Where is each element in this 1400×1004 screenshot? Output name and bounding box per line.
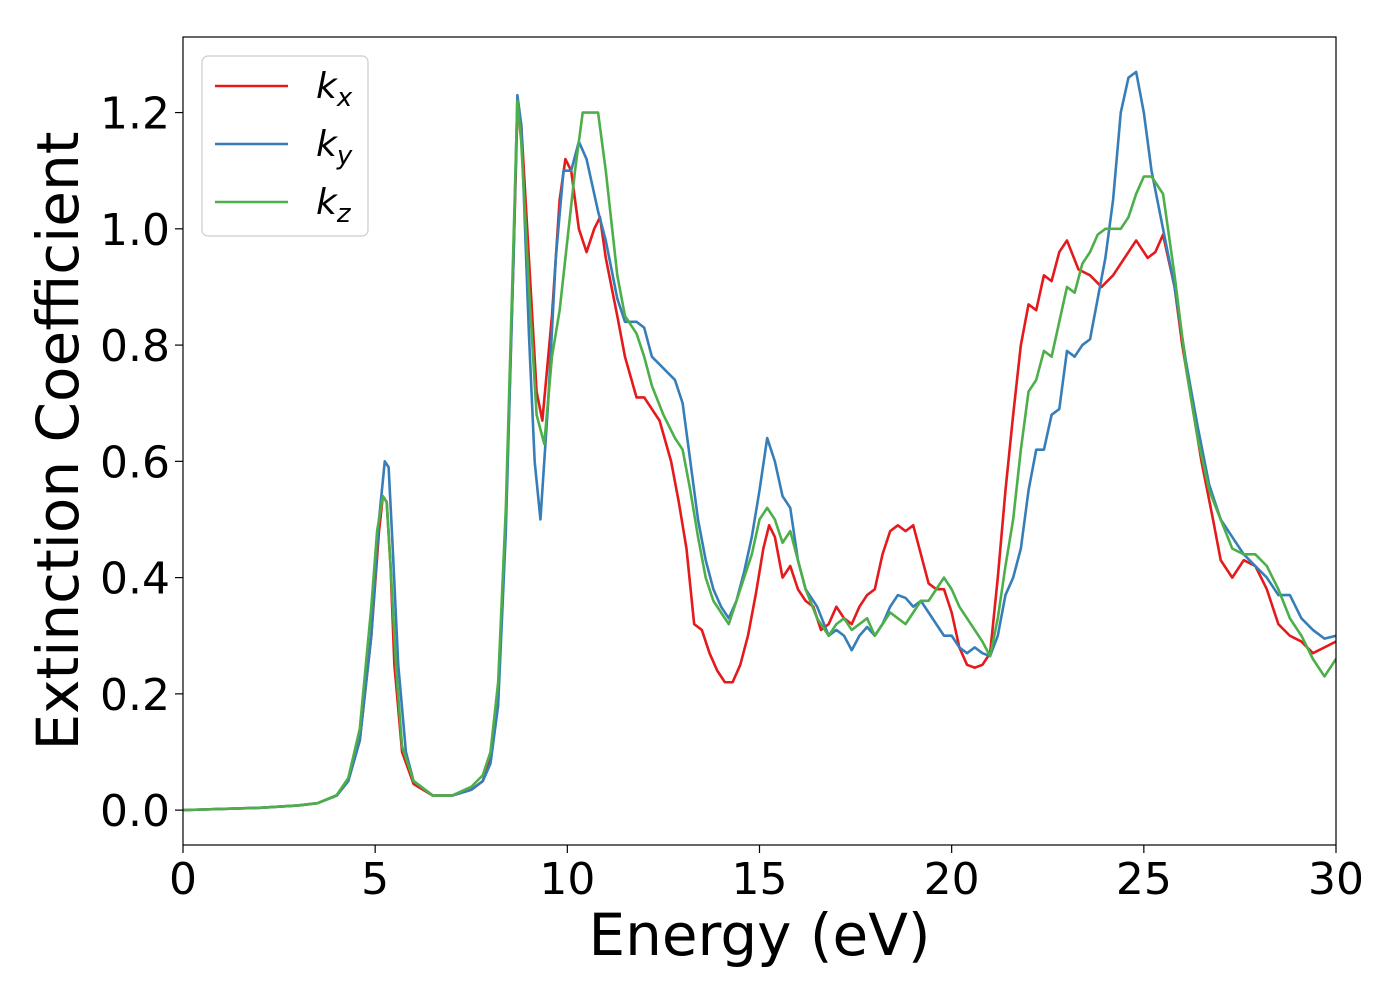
series-line-kz [183,99,1336,812]
y-tick-label: 1.2 [100,89,170,140]
x-tick-label: 0 [169,854,197,905]
x-tick-label: 5 [361,854,389,905]
legend-box [201,55,369,237]
axis-ticks: 0 5 10 15 20 25 30 0.0 0.2 0.4 0.6 0.8 1.0 1.2 [100,89,1364,905]
y-tick-label: 0.0 [100,786,170,837]
series-layer [183,70,1336,812]
y-tick-label: 1.0 [100,205,170,256]
y-tick-label: 0.6 [100,437,170,488]
x-tick-label: 30 [1308,854,1364,905]
x-tick-label: 25 [1116,854,1172,905]
x-tick-label: 15 [732,854,788,905]
x-tick-label: 20 [924,854,980,905]
y-tick-label: 0.4 [100,554,170,605]
x-tick-label: 10 [539,854,595,905]
x-axis-title: Energy (eV) [588,901,930,969]
y-axis-title: Extinction Coefficient [24,132,92,751]
y-tick-label: 0.2 [100,670,170,721]
y-tick-label: 0.8 [100,321,170,372]
